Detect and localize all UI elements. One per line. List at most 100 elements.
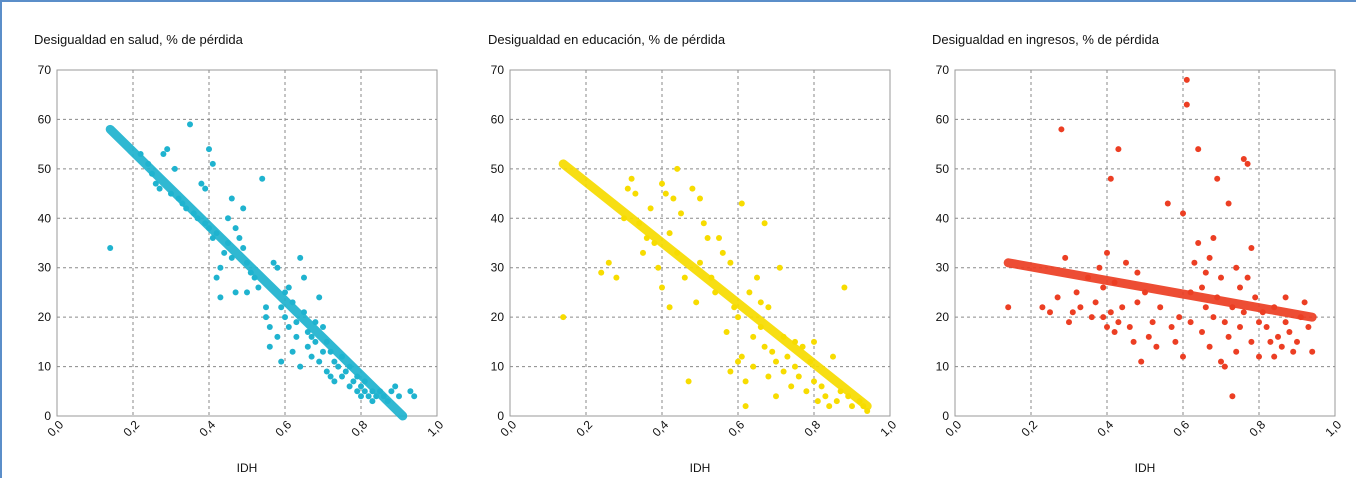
data-point-health	[308, 333, 315, 340]
data-point-income	[1267, 338, 1274, 345]
x-axis-label-income: IDH	[1135, 461, 1156, 475]
data-point-education	[814, 398, 821, 405]
data-point-income	[1210, 314, 1217, 321]
data-point-health	[217, 264, 224, 271]
data-point-income	[1039, 304, 1046, 311]
data-point-health	[236, 235, 243, 242]
x-tick-label-income: 0,4	[1094, 417, 1116, 439]
data-point-health	[358, 393, 364, 400]
data-point-education	[624, 185, 631, 192]
data-point-education	[826, 403, 833, 410]
data-point-income	[1104, 249, 1110, 256]
data-point-income	[1244, 274, 1251, 281]
y-tick-label-education: 30	[491, 261, 505, 275]
data-point-health	[278, 304, 285, 311]
panel-income: Desigualdad en ingresos, % de pérdida 0 1…	[932, 32, 1344, 475]
data-point-health	[289, 348, 296, 355]
y-tick-label-health: 40	[38, 211, 52, 225]
data-point-income	[1221, 363, 1228, 370]
data-point-health	[263, 304, 269, 311]
data-point-health	[392, 383, 399, 390]
data-point-income	[1305, 324, 1312, 331]
data-point-education	[795, 373, 802, 380]
data-point-education	[689, 185, 696, 192]
panel-education: Desigualdad en educación, % de pérdida 0…	[488, 32, 899, 475]
y-tick-label-health: 20	[38, 310, 52, 324]
data-point-education	[803, 388, 810, 395]
data-point-health	[361, 388, 368, 395]
data-point-health	[255, 284, 262, 291]
data-point-income	[1180, 210, 1186, 217]
data-point-income	[1100, 314, 1107, 321]
data-point-education	[605, 259, 612, 266]
y-tick-label-income: 50	[936, 162, 950, 176]
trend-line-health	[105, 124, 408, 421]
data-point-health	[225, 215, 231, 222]
data-point-education	[697, 195, 703, 202]
x-tick-label-health: 0,6	[272, 417, 294, 439]
data-point-education	[659, 180, 665, 187]
x-tick-label-income: 0,8	[1246, 417, 1268, 439]
data-point-income	[1195, 240, 1202, 246]
data-point-income	[1172, 338, 1179, 345]
y-tick-label-health: 10	[38, 360, 52, 374]
data-point-health	[285, 284, 292, 291]
data-point-income	[1126, 324, 1133, 331]
data-point-income	[1062, 254, 1069, 261]
data-point-income	[1123, 259, 1129, 266]
x-tick-label-income: 0,2	[1018, 417, 1040, 439]
data-point-health	[312, 338, 319, 345]
data-point-education	[757, 299, 764, 306]
data-point-income	[1309, 348, 1316, 355]
data-point-education	[776, 264, 783, 271]
data-point-education	[697, 259, 703, 266]
data-point-health	[274, 264, 281, 271]
data-point-health	[297, 254, 304, 261]
data-point-income	[1282, 294, 1289, 301]
data-point-income	[1073, 289, 1080, 296]
data-point-income	[1107, 309, 1114, 316]
data-point-education	[784, 353, 791, 360]
y-tick-label-income: 40	[936, 211, 950, 225]
data-point-income	[1275, 333, 1281, 340]
data-point-education	[613, 274, 620, 281]
data-point-income	[1187, 319, 1194, 326]
trend-line-income	[1003, 258, 1317, 322]
y-tick-label-income: 30	[936, 261, 950, 275]
trend-line-education	[558, 159, 872, 411]
data-point-income	[1237, 284, 1243, 291]
data-point-education	[833, 398, 840, 405]
data-point-education	[560, 314, 567, 321]
data-point-health	[335, 363, 342, 370]
data-point-income	[1054, 294, 1061, 301]
data-point-education	[598, 269, 605, 276]
data-point-income	[1229, 393, 1236, 400]
data-point-education	[681, 274, 688, 281]
data-point-health	[259, 175, 266, 182]
data-point-health	[228, 254, 235, 261]
data-point-education	[750, 363, 757, 370]
panel-title-income: Desigualdad en ingresos, % de pérdida	[932, 32, 1160, 47]
x-tick-label-education: 0,8	[801, 417, 823, 439]
x-axis-label-health: IDH	[237, 461, 258, 475]
data-point-income	[1096, 264, 1103, 271]
data-point-income	[1104, 324, 1110, 331]
y-tick-label-education: 50	[491, 162, 505, 176]
data-point-health	[171, 165, 178, 172]
data-point-education	[674, 165, 681, 172]
data-point-income	[1278, 343, 1285, 350]
data-point-health	[293, 319, 300, 326]
x-tick-label-income: 0,6	[1170, 417, 1192, 439]
data-point-health	[152, 180, 159, 187]
data-point-education	[773, 393, 779, 400]
x-tick-label-health: 0,2	[120, 417, 142, 439]
data-point-education	[735, 314, 741, 321]
data-point-health	[411, 393, 418, 400]
data-point-income	[1244, 160, 1251, 167]
data-point-income	[1248, 338, 1255, 345]
data-point-health	[388, 388, 395, 395]
data-point-income	[1248, 244, 1255, 251]
y-tick-label-education: 70	[491, 63, 505, 77]
data-point-education	[811, 338, 817, 345]
y-tick-label-health: 50	[38, 162, 52, 176]
